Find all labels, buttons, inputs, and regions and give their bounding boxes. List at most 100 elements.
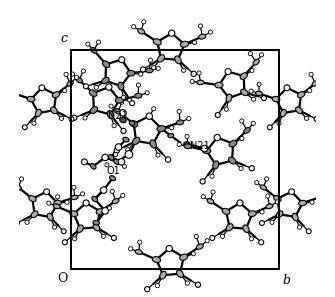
Circle shape [121,95,126,99]
Ellipse shape [280,109,286,117]
Circle shape [170,126,174,130]
Circle shape [165,157,171,162]
Circle shape [106,84,112,90]
Circle shape [277,121,281,125]
Ellipse shape [114,159,120,165]
Ellipse shape [27,97,35,102]
Circle shape [261,96,266,101]
Circle shape [197,71,201,75]
Ellipse shape [89,90,97,97]
Circle shape [19,177,24,181]
Circle shape [151,66,156,70]
Circle shape [156,66,160,70]
Circle shape [83,116,87,120]
Circle shape [252,97,256,101]
Ellipse shape [168,133,174,138]
Circle shape [70,72,75,76]
Circle shape [210,174,214,178]
Circle shape [81,159,87,165]
Circle shape [100,187,107,193]
Ellipse shape [138,29,145,34]
Circle shape [309,72,313,76]
Ellipse shape [90,48,97,53]
Circle shape [121,193,125,198]
Circle shape [205,239,209,243]
Ellipse shape [312,81,318,86]
Circle shape [200,179,205,184]
Circle shape [47,201,51,205]
Ellipse shape [135,249,142,255]
Circle shape [4,89,8,93]
Ellipse shape [29,196,36,202]
Ellipse shape [90,164,96,169]
Circle shape [260,53,264,57]
Circle shape [22,125,27,130]
Ellipse shape [53,204,60,209]
Circle shape [121,128,126,134]
Circle shape [267,125,272,130]
Circle shape [190,79,194,83]
Circle shape [94,85,98,89]
Text: 1: 1 [118,113,122,119]
Circle shape [115,144,122,150]
Circle shape [119,57,125,63]
Ellipse shape [199,34,206,39]
Circle shape [266,194,270,198]
Circle shape [260,210,264,214]
Circle shape [118,159,125,165]
Circle shape [240,119,244,123]
Circle shape [74,75,79,80]
Ellipse shape [184,142,190,146]
Circle shape [270,220,274,224]
Circle shape [129,247,133,251]
Circle shape [177,143,181,147]
Ellipse shape [47,213,53,221]
Circle shape [195,282,201,287]
Circle shape [208,30,212,34]
Ellipse shape [243,225,249,233]
Ellipse shape [196,244,203,249]
Ellipse shape [108,155,114,160]
Circle shape [111,236,116,241]
Ellipse shape [52,92,60,98]
Circle shape [306,229,311,234]
Circle shape [225,69,231,75]
Text: O: O [57,272,67,285]
Circle shape [275,200,279,204]
Circle shape [297,225,302,229]
Circle shape [194,234,198,238]
Circle shape [25,220,29,224]
Circle shape [251,121,255,125]
Ellipse shape [152,257,160,263]
Ellipse shape [93,220,99,225]
Circle shape [132,25,136,29]
Circle shape [310,200,314,204]
Circle shape [83,84,88,89]
Ellipse shape [92,196,97,202]
Circle shape [53,225,57,229]
Circle shape [255,181,259,185]
Circle shape [237,200,243,206]
Ellipse shape [253,59,259,65]
Ellipse shape [160,271,166,279]
Circle shape [187,116,191,121]
Ellipse shape [118,82,124,90]
Bar [71,50,279,269]
Circle shape [166,245,172,252]
Circle shape [73,237,77,241]
Circle shape [65,200,69,204]
Circle shape [56,195,60,199]
Circle shape [214,135,220,141]
Ellipse shape [241,89,248,96]
Ellipse shape [157,55,164,62]
Ellipse shape [110,176,116,181]
Circle shape [148,58,152,62]
Ellipse shape [207,199,214,204]
Ellipse shape [115,109,122,114]
Ellipse shape [93,224,100,231]
Ellipse shape [36,109,41,117]
Ellipse shape [213,161,219,169]
Circle shape [120,110,126,116]
Circle shape [102,154,109,161]
Circle shape [122,164,127,168]
